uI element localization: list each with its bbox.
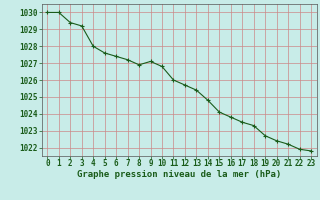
X-axis label: Graphe pression niveau de la mer (hPa): Graphe pression niveau de la mer (hPa) bbox=[77, 170, 281, 179]
